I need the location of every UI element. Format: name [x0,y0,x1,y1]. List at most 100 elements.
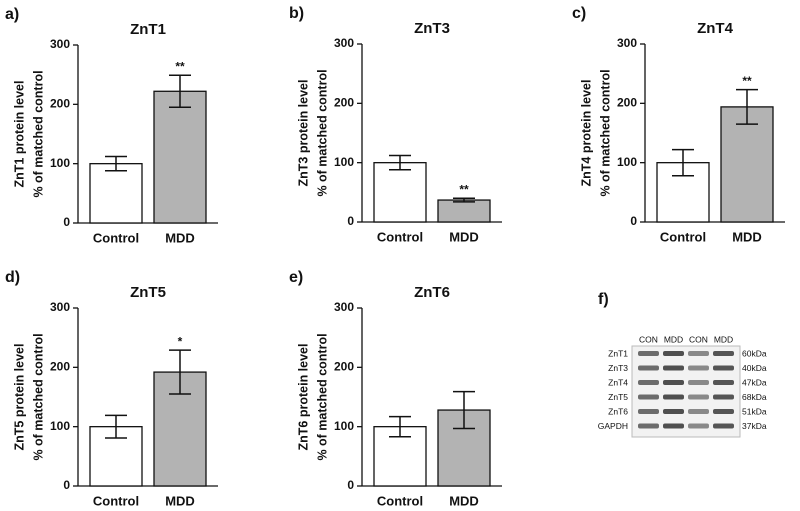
y-tick-label: 200 [50,97,70,111]
error-bar [453,197,475,203]
chart-title: ZnT1 [130,21,166,38]
lane-label: MDD [664,334,683,344]
y-axis-label: ZnT5 protein level [12,344,26,451]
protein-label: ZnT6 [608,406,628,416]
bar [153,90,207,224]
panel-label: f) [598,291,609,308]
significance-label: * [178,334,183,348]
error-bar [389,415,411,438]
band [663,409,684,414]
size-label: 40kDa [742,363,767,373]
band [713,380,734,385]
y-tick-label: 200 [50,360,70,374]
size-label: 60kDa [742,348,767,358]
y-tick-label: 300 [50,300,70,314]
y-axis-label: % of matched control [598,69,612,196]
band [638,380,659,385]
band [663,380,684,385]
y-tick-label: 200 [334,96,354,110]
panel-label: b) [289,5,304,22]
panel-label: d) [5,269,20,286]
y-tick-label: 100 [617,155,637,169]
y-axis-label: ZnT6 protein level [296,344,310,451]
size-label: 68kDa [742,392,767,402]
x-tick-label: Control [660,229,706,244]
chart-title: ZnT5 [130,284,166,301]
y-tick-label: 0 [63,215,70,229]
x-tick-label: Control [377,493,423,508]
y-tick-label: 100 [50,156,70,170]
y-tick-label: 200 [334,360,354,374]
bar-panel: d) ZnT5 ZnT5 protein level % of matched con… [5,269,218,508]
size-label: 37kDa [742,421,767,431]
error-bar [169,74,191,109]
panel-label: c) [572,5,586,22]
lane-label: CON [689,334,708,344]
band [688,394,709,400]
bar [720,106,774,223]
band [638,409,659,414]
error-bar [105,414,127,439]
y-tick-label: 300 [334,36,354,50]
lane-label: CON [639,334,658,344]
y-tick-label: 100 [50,419,70,433]
error-bar [672,148,694,177]
band [663,394,684,400]
y-tick-label: 200 [617,96,637,110]
x-tick-label: Control [93,230,139,245]
error-bar [736,88,758,125]
band [688,380,709,385]
protein-label: GAPDH [598,421,628,431]
band [638,394,659,400]
bar [437,199,491,223]
y-tick-label: 0 [63,478,70,492]
y-tick-label: 300 [50,37,70,51]
significance-label: ** [175,59,185,73]
lane-label: MDD [714,334,733,344]
significance-label: ** [742,74,752,88]
panel-label: a) [5,6,19,23]
size-label: 47kDa [742,377,767,387]
bar [373,162,427,223]
y-tick-label: 100 [334,419,354,433]
band [688,423,709,429]
band [638,365,659,371]
band [663,423,684,429]
y-tick-label: 0 [347,478,354,492]
chart-title: ZnT6 [414,284,450,301]
y-tick-label: 0 [630,214,637,228]
bar-panel: e) ZnT6 ZnT6 protein level % of matched con… [289,269,502,508]
size-label: 51kDa [742,406,767,416]
error-bar [389,154,411,171]
band [688,409,709,414]
y-axis-label: ZnT1 protein level [12,81,26,188]
significance-label: ** [459,182,469,196]
y-axis-label: % of matched control [31,333,45,460]
error-bar [105,155,127,172]
panel-label: e) [289,269,303,286]
band [713,365,734,371]
chart-title: ZnT4 [697,20,733,37]
bar-panel: c) ZnT4 ZnT4 protein level % of matched con… [572,5,785,244]
x-tick-label: MDD [165,230,195,245]
protein-label: ZnT4 [608,377,628,387]
y-tick-label: 0 [347,214,354,228]
band [713,394,734,400]
band [663,351,684,356]
y-tick-label: 100 [334,155,354,169]
band [638,351,659,356]
error-bar [453,390,475,430]
bar-panel: a) ZnT1 ZnT1 protein level % of matched con… [5,6,218,245]
protein-label: ZnT3 [608,363,628,373]
y-axis-label: % of matched control [315,69,329,196]
protein-label: ZnT5 [608,392,628,402]
band [688,365,709,371]
x-tick-label: Control [377,229,423,244]
band [688,351,709,356]
band [663,365,684,371]
y-axis-label: % of matched control [315,333,329,460]
bar-panel: b) ZnT3 ZnT3 protein level % of matched con… [289,5,502,244]
blot-membrane [631,345,741,438]
band [713,423,734,429]
x-tick-label: MDD [732,229,762,244]
